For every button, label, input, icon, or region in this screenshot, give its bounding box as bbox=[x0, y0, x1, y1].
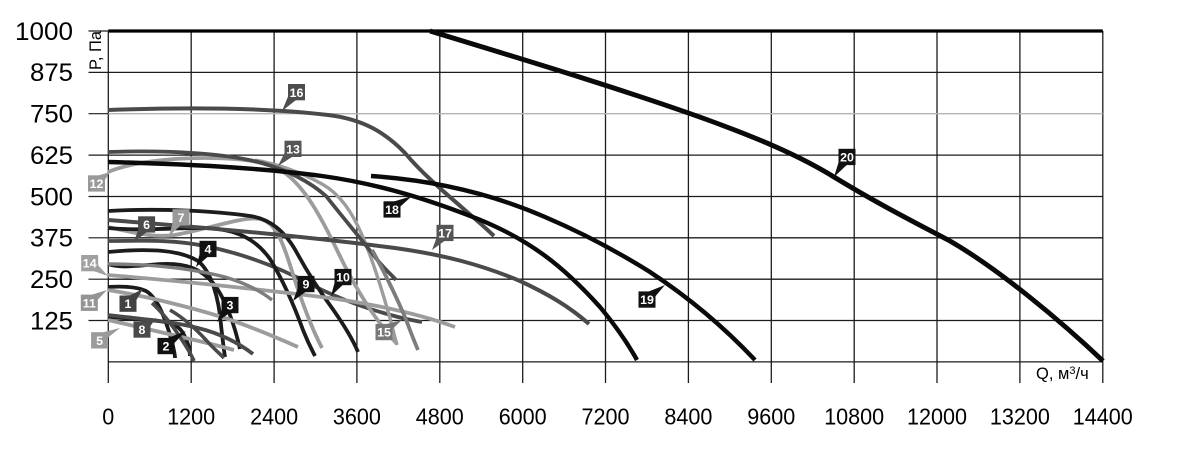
svg-text:500: 500 bbox=[30, 183, 73, 211]
svg-text:5: 5 bbox=[96, 334, 103, 348]
svg-text:375: 375 bbox=[30, 225, 73, 253]
svg-text:8: 8 bbox=[139, 323, 146, 337]
svg-text:10: 10 bbox=[336, 271, 350, 285]
svg-text:6000: 6000 bbox=[499, 404, 547, 430]
svg-text:17: 17 bbox=[438, 227, 452, 241]
svg-text:4: 4 bbox=[205, 243, 212, 257]
svg-text:7200: 7200 bbox=[582, 404, 630, 430]
svg-text:12: 12 bbox=[90, 177, 104, 191]
svg-text:8400: 8400 bbox=[664, 404, 712, 430]
svg-text:13: 13 bbox=[286, 142, 300, 156]
svg-text:1200: 1200 bbox=[167, 404, 215, 430]
svg-text:18: 18 bbox=[385, 203, 399, 217]
svg-text:1000: 1000 bbox=[15, 18, 73, 46]
svg-text:0: 0 bbox=[102, 404, 114, 430]
svg-text:875: 875 bbox=[30, 59, 73, 87]
svg-text:250: 250 bbox=[30, 266, 73, 294]
svg-text:14400: 14400 bbox=[1073, 404, 1133, 430]
svg-text:15: 15 bbox=[377, 326, 391, 340]
svg-text:6: 6 bbox=[143, 218, 150, 232]
svg-text:750: 750 bbox=[30, 101, 73, 129]
svg-text:9: 9 bbox=[303, 278, 310, 292]
svg-text:2400: 2400 bbox=[250, 404, 298, 430]
svg-text:2: 2 bbox=[163, 340, 170, 354]
svg-text:11: 11 bbox=[83, 296, 96, 310]
svg-text:3600: 3600 bbox=[333, 404, 381, 430]
svg-text:12000: 12000 bbox=[907, 404, 967, 430]
svg-text:7: 7 bbox=[178, 211, 185, 225]
svg-text:125: 125 bbox=[30, 307, 73, 335]
svg-text:3: 3 bbox=[227, 299, 234, 313]
svg-text:1: 1 bbox=[125, 297, 132, 311]
svg-text:10800: 10800 bbox=[824, 404, 884, 430]
svg-text:625: 625 bbox=[30, 142, 73, 170]
svg-text:14: 14 bbox=[83, 257, 97, 271]
svg-text:9600: 9600 bbox=[747, 404, 795, 430]
svg-text:13200: 13200 bbox=[990, 404, 1050, 430]
svg-text:P, Па: P, Па bbox=[87, 30, 105, 70]
svg-text:Q, м3/ч: Q, м3/ч bbox=[1036, 365, 1089, 383]
svg-text:16: 16 bbox=[290, 86, 304, 100]
svg-text:4800: 4800 bbox=[416, 404, 464, 430]
svg-text:20: 20 bbox=[840, 151, 854, 165]
svg-text:19: 19 bbox=[640, 293, 654, 307]
